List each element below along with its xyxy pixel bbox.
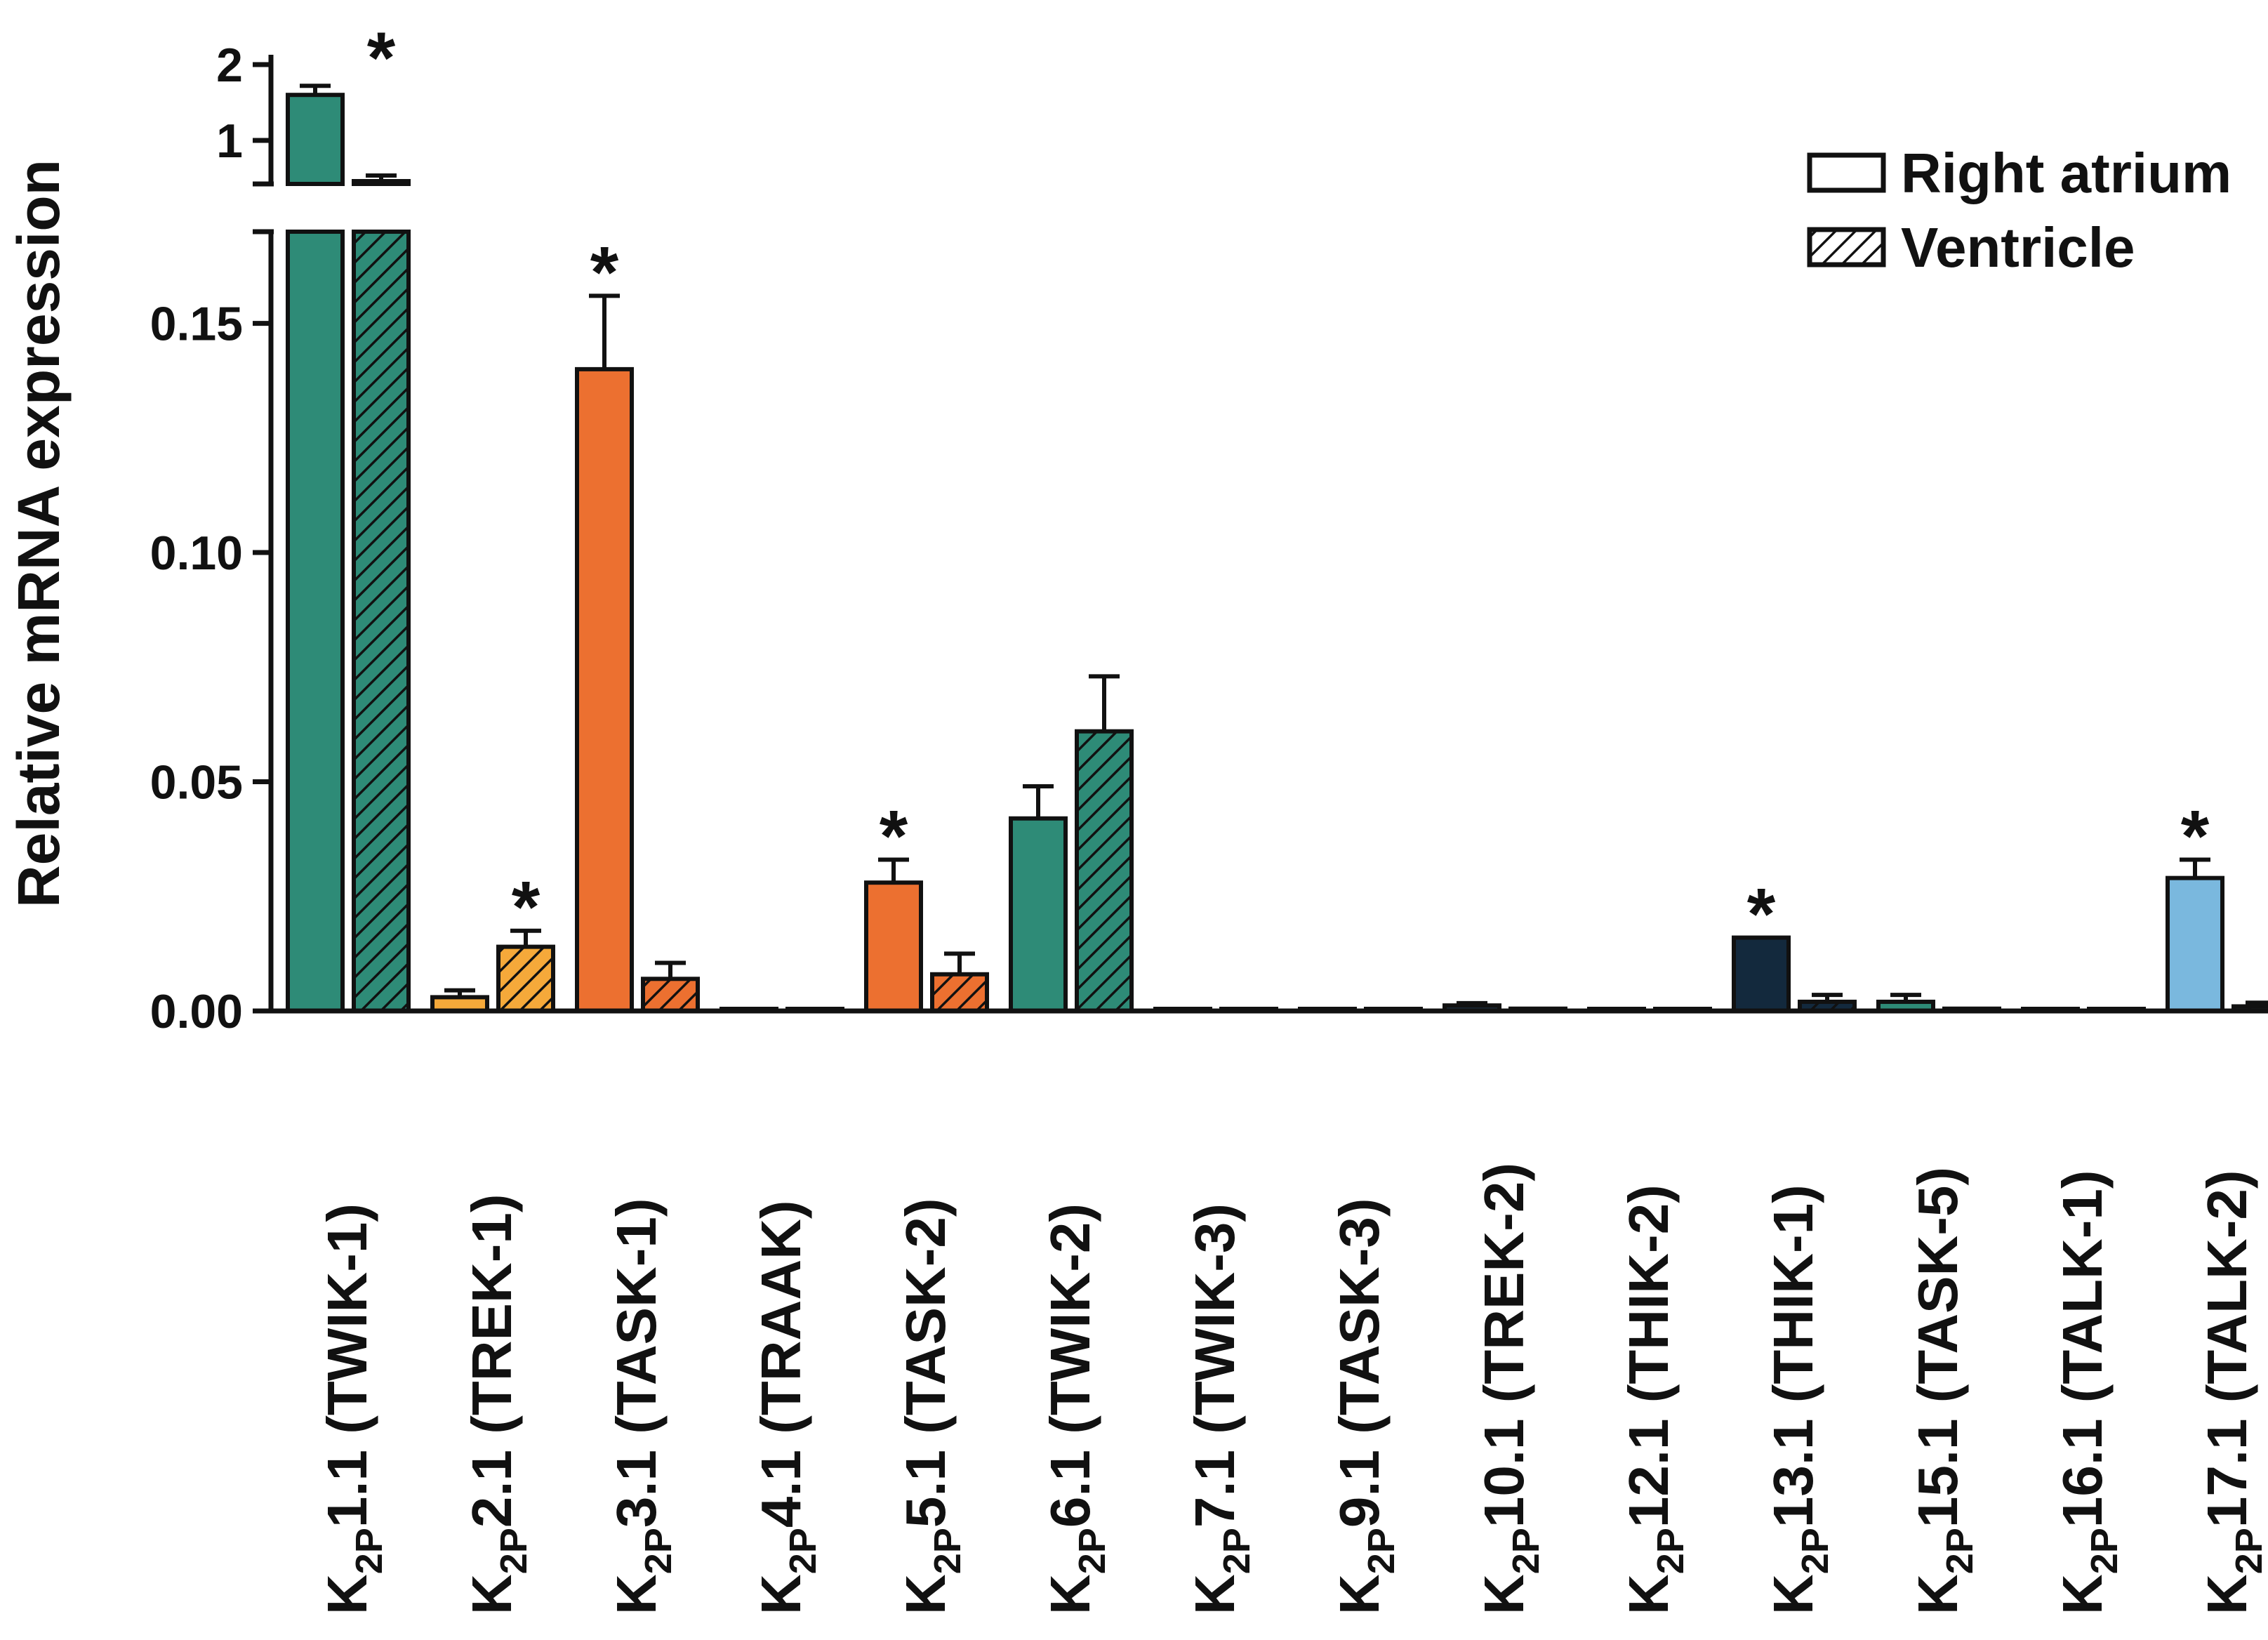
bar-right-atrium-0-upper (286, 93, 345, 186)
x-tick-label-11: K2P15.1 (TASK-5) (1906, 1167, 1981, 1615)
bar-right-atrium-5 (1009, 816, 1068, 1013)
axis-break-gap (274, 186, 625, 230)
significance-star-ventricle-0: * (367, 18, 396, 99)
bar-right-atrium-0-lower (286, 230, 345, 1013)
significance-star-right-atrium-10: * (1747, 874, 1776, 955)
legend-label-ventricle: Ventricle (1901, 216, 2135, 279)
bar-right-atrium-4 (864, 880, 923, 1014)
significance-markers: * * * * * * (367, 18, 2210, 955)
y-tick-label-upper-0: 1 (216, 114, 243, 168)
x-tick-label-5: K2P6.1 (TWIK-2) (1039, 1203, 1113, 1615)
x-tick-label-2: K2P3.1 (TASK-1) (605, 1198, 679, 1615)
bar-ventricle-0-lower (352, 230, 411, 1013)
bars (274, 93, 2268, 1014)
significance-star-right-atrium-4: * (880, 796, 908, 878)
bar-ventricle-0-upper (352, 179, 411, 186)
bar-ventricle-5 (1075, 729, 1134, 1014)
bar-ventricle-4 (930, 972, 989, 1013)
legend-swatch-ventricle (1807, 227, 1886, 267)
x-tick-label-10: K2P13.1 (THIK-1) (1762, 1184, 1836, 1615)
axes: 0.00 0.05 0.10 0.15 1 2 (150, 39, 2268, 1038)
x-tick-labels: K2P1.1 (TWIK-1) K2P2.1 (TREK-1) K2P3.1 (TA… (316, 1163, 2268, 1615)
significance-star-ventricle-1: * (512, 867, 541, 948)
x-tick-label-9: K2P12.1 (THIK-2) (1617, 1184, 1692, 1615)
x-tick-label-8: K2P10.1 (TREK-2) (1473, 1163, 1547, 1615)
y-tick-label-lower-1: 0.05 (150, 756, 243, 809)
significance-star-right-atrium-2: * (590, 232, 619, 313)
significance-star-right-atrium-13: * (2181, 796, 2210, 878)
legend-swatch-right-atrium (1807, 152, 1886, 193)
x-tick-label-1: K2P2.1 (TREK-1) (460, 1194, 535, 1615)
y-axis-label: Relative mRNA expression (6, 159, 72, 908)
y-tick-label-lower-3: 0.15 (150, 298, 243, 351)
y-tick-label-lower-0: 0.00 (150, 985, 243, 1038)
bar-right-atrium-2 (575, 366, 634, 1013)
legend: Right atrium Ventricle (1807, 142, 2231, 279)
x-tick-label-13: K2P17.1 (TALK-2) (2196, 1170, 2268, 1615)
legend-label-right-atrium: Right atrium (1901, 142, 2231, 204)
x-tick-label-7: K2P9.1 (TASK-3) (1328, 1198, 1402, 1615)
error-bars (300, 84, 2268, 1007)
x-tick-label-12: K2P16.1 (TALK-1) (2051, 1170, 2126, 1615)
x-tick-label-4: K2P5.1 (TASK-2) (894, 1198, 969, 1615)
bar-ventricle-2 (641, 977, 700, 1013)
bar-right-atrium-13 (2166, 875, 2224, 1014)
bar-ventricle-1 (496, 944, 555, 1014)
y-tick-label-lower-2: 0.10 (150, 527, 243, 580)
x-tick-label-0: K2P1.1 (TWIK-1) (316, 1203, 390, 1615)
x-tick-label-6: K2P7.1 (TWIK-3) (1183, 1203, 1258, 1615)
x-tick-label-3: K2P4.1 (TRAAK) (750, 1200, 824, 1615)
y-tick-label-upper-1: 2 (216, 39, 243, 92)
